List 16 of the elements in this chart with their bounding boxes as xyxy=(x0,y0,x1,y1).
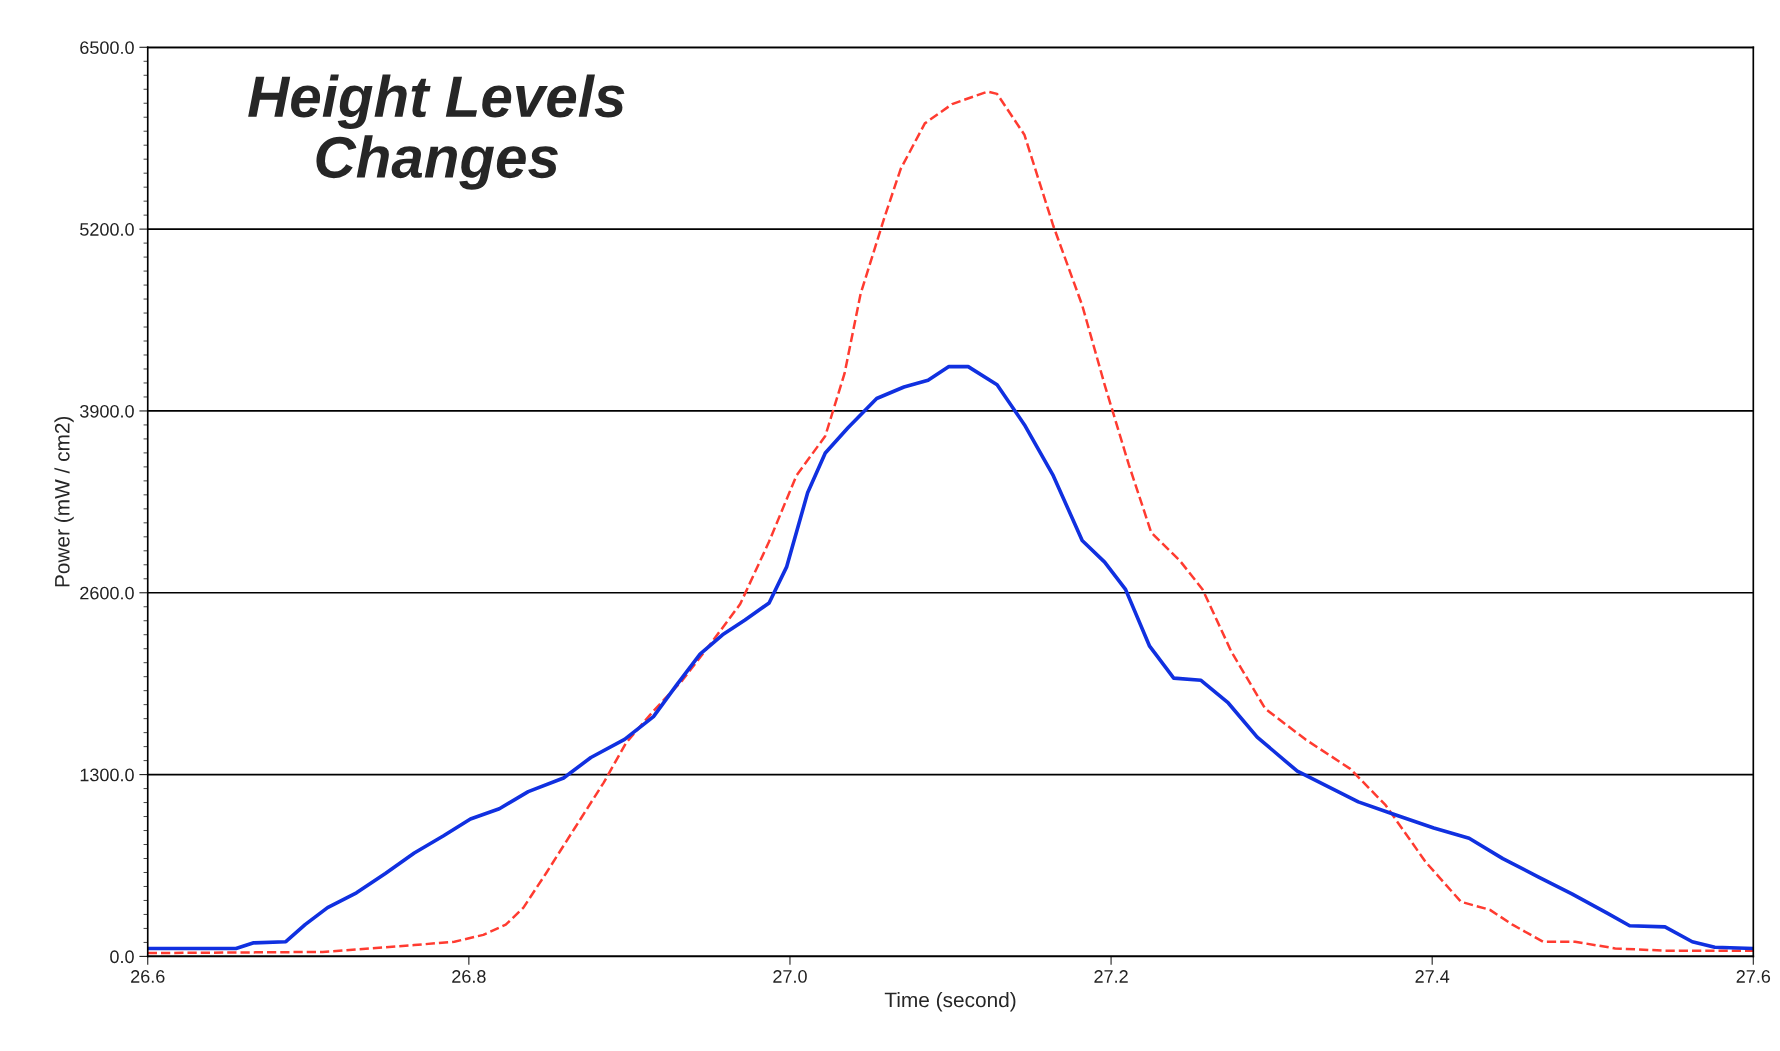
y-tick-label: 2600.0 xyxy=(80,586,134,600)
annotation: Height Levels Changes xyxy=(248,74,625,190)
x-tick-label: 27.2 xyxy=(1094,970,1128,983)
line-series xyxy=(147,364,1754,951)
x-tick-label: 26.8 xyxy=(452,970,486,983)
y-tick-label: 3900.0 xyxy=(80,404,134,418)
y-axis-title: Power (mW / cm2) xyxy=(54,416,74,587)
y-tick-label: 6500.0 xyxy=(80,41,134,55)
x-tick-label: 27.6 xyxy=(1736,970,1771,983)
y-tick-label: 0.0 xyxy=(110,950,134,964)
y-tick-label: 1300.0 xyxy=(80,768,134,782)
y-tick-label: 5200.0 xyxy=(80,223,134,236)
x-tick-label: 27.0 xyxy=(773,970,807,983)
x-tick-label: 26.6 xyxy=(131,970,165,983)
x-tick-label: 27.4 xyxy=(1415,970,1450,983)
x-axis-title: Time (second) xyxy=(884,991,1016,1012)
